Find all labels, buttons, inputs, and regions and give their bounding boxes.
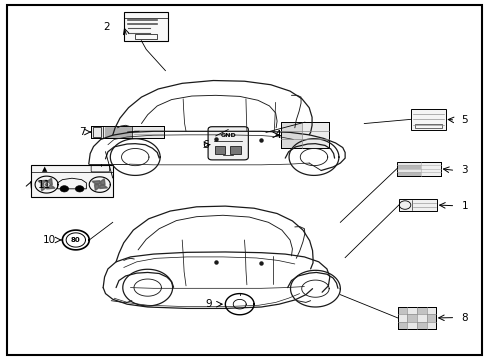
Bar bbox=[135, 34, 157, 39]
Bar bbox=[396, 162, 420, 165]
Text: 80: 80 bbox=[71, 237, 81, 243]
Text: 2: 2 bbox=[103, 22, 110, 32]
Bar bbox=[407, 314, 416, 321]
Polygon shape bbox=[94, 185, 99, 190]
Bar bbox=[396, 162, 440, 176]
Bar bbox=[123, 12, 167, 41]
Text: 1: 1 bbox=[461, 201, 468, 211]
Bar bbox=[397, 307, 407, 314]
Bar bbox=[414, 124, 442, 129]
Polygon shape bbox=[38, 180, 46, 184]
Bar bbox=[214, 147, 225, 154]
FancyBboxPatch shape bbox=[208, 127, 248, 160]
Text: 8: 8 bbox=[461, 312, 468, 323]
Bar bbox=[396, 169, 420, 172]
Bar bbox=[397, 307, 435, 329]
Bar bbox=[397, 321, 407, 329]
Text: 6: 6 bbox=[202, 140, 208, 150]
Circle shape bbox=[75, 186, 84, 192]
Text: 10: 10 bbox=[42, 235, 56, 245]
Text: 7: 7 bbox=[79, 127, 86, 138]
Bar bbox=[416, 321, 426, 329]
Bar bbox=[92, 127, 101, 137]
Text: 4: 4 bbox=[274, 130, 281, 140]
Text: 11: 11 bbox=[38, 180, 51, 190]
Polygon shape bbox=[41, 185, 46, 191]
Bar bbox=[104, 126, 132, 138]
Text: 5: 5 bbox=[461, 115, 468, 125]
Bar bbox=[230, 147, 240, 154]
Bar bbox=[416, 307, 426, 314]
Bar bbox=[91, 126, 163, 138]
Text: 9: 9 bbox=[205, 299, 211, 309]
Bar bbox=[410, 109, 445, 130]
Polygon shape bbox=[100, 185, 107, 189]
Bar bbox=[31, 165, 112, 197]
Bar bbox=[91, 126, 163, 138]
Text: GND: GND bbox=[220, 133, 236, 138]
Bar bbox=[396, 172, 420, 176]
Polygon shape bbox=[92, 181, 100, 184]
Polygon shape bbox=[101, 179, 105, 185]
Bar bbox=[280, 122, 328, 148]
Text: 3: 3 bbox=[461, 166, 468, 175]
Bar bbox=[396, 162, 440, 176]
Bar bbox=[396, 165, 420, 169]
Polygon shape bbox=[47, 178, 52, 185]
Bar bbox=[280, 122, 302, 148]
Circle shape bbox=[60, 186, 68, 192]
Bar bbox=[280, 122, 328, 148]
Bar bbox=[426, 314, 435, 321]
Bar bbox=[398, 199, 436, 211]
Text: ▲: ▲ bbox=[42, 166, 47, 172]
Bar bbox=[397, 307, 435, 329]
Polygon shape bbox=[46, 185, 55, 189]
